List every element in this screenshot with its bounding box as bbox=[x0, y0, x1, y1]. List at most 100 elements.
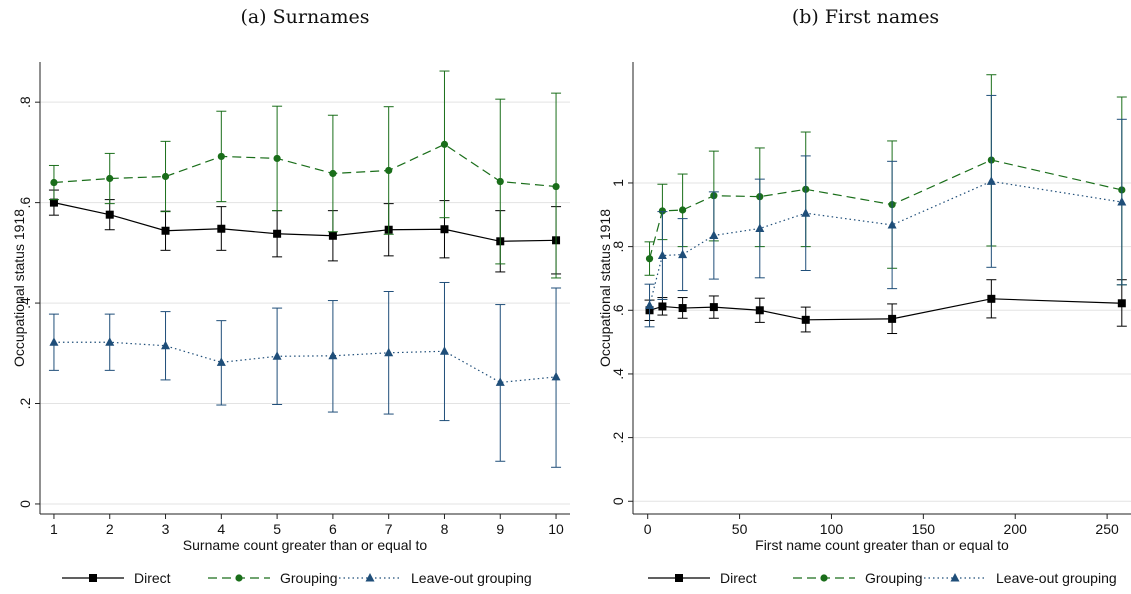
data-point bbox=[440, 140, 449, 148]
series-leave-out-grouping bbox=[48, 281, 562, 468]
series-leave-out-grouping bbox=[644, 94, 1127, 328]
legend-label: Direct bbox=[134, 570, 171, 586]
legend-marker bbox=[89, 574, 97, 582]
panel-b-chart: 0 50 100 150 200 250 0 .2 .4 .6 .8 1 First name coun… bbox=[597, 62, 1131, 586]
x-tick-label: 8 bbox=[441, 521, 449, 537]
data-point bbox=[440, 225, 449, 234]
data-point bbox=[328, 231, 337, 240]
y-axis-title: Occupational status 1918 bbox=[597, 209, 613, 367]
data-point bbox=[161, 340, 171, 350]
data-point bbox=[755, 223, 765, 232]
data-point bbox=[801, 315, 810, 324]
legend-item: Grouping bbox=[208, 570, 338, 586]
legend-item: Leave-out grouping bbox=[924, 570, 1117, 586]
data-point bbox=[217, 152, 225, 161]
panel-a-chart: 1 2 3 4 5 6 7 8 9 10 0 .2 .4 .6 .8 Surname count greate… bbox=[11, 62, 570, 586]
data-point bbox=[105, 337, 115, 346]
data-point bbox=[678, 249, 688, 259]
data-point bbox=[888, 314, 897, 323]
x-tick-label: 3 bbox=[162, 521, 170, 537]
y-tick-label: .2 bbox=[610, 432, 626, 444]
legend-label: Grouping bbox=[865, 570, 923, 586]
y-tick-label: 0 bbox=[17, 500, 33, 508]
y-tick-label: .8 bbox=[610, 241, 626, 253]
legend-marker bbox=[950, 573, 960, 582]
legend-item: Leave-out grouping bbox=[339, 570, 532, 586]
data-point bbox=[385, 166, 393, 175]
x-tick-label: 150 bbox=[912, 521, 936, 537]
data-point bbox=[273, 154, 281, 163]
data-point bbox=[439, 346, 449, 355]
data-point bbox=[496, 177, 504, 186]
data-point bbox=[50, 178, 58, 187]
y-tick-label: .6 bbox=[610, 304, 626, 316]
legend-marker bbox=[820, 574, 828, 582]
x-tick-label: 7 bbox=[385, 521, 393, 537]
x-tick-label: 0 bbox=[644, 521, 652, 537]
data-point bbox=[678, 304, 687, 313]
data-point bbox=[645, 255, 654, 263]
legend-item: Grouping bbox=[793, 570, 923, 586]
data-point bbox=[552, 182, 560, 191]
data-point bbox=[329, 169, 337, 178]
y-tick-label: .2 bbox=[17, 397, 33, 409]
data-point bbox=[551, 371, 561, 381]
series-direct bbox=[644, 279, 1127, 335]
x-tick-label: 9 bbox=[496, 521, 504, 537]
series-line bbox=[648, 159, 1122, 259]
data-point bbox=[658, 302, 667, 311]
legend-label: Leave-out grouping bbox=[411, 570, 532, 586]
data-point bbox=[161, 226, 170, 235]
legend-item: Direct bbox=[62, 570, 171, 586]
y-tick-label: 0 bbox=[610, 497, 626, 505]
data-point bbox=[887, 219, 897, 229]
panel-a-title: (a) Surnames bbox=[240, 6, 370, 28]
data-point bbox=[658, 207, 667, 215]
data-point bbox=[105, 210, 114, 219]
data-point bbox=[987, 294, 996, 303]
data-point bbox=[679, 206, 687, 214]
legend-label: Direct bbox=[720, 570, 757, 586]
y-axis-title: Occupational status 1918 bbox=[11, 209, 27, 367]
data-point bbox=[161, 172, 170, 181]
y-tick-label: .4 bbox=[17, 297, 33, 309]
legend-marker bbox=[675, 574, 683, 582]
data-point bbox=[645, 300, 655, 310]
legend-item: Direct bbox=[648, 570, 757, 586]
data-point bbox=[49, 198, 58, 207]
y-tick-label: .6 bbox=[17, 197, 33, 209]
data-point bbox=[217, 224, 226, 233]
data-point bbox=[495, 377, 505, 386]
data-point bbox=[328, 350, 338, 360]
legend-label: Grouping bbox=[280, 570, 338, 586]
series-line bbox=[53, 202, 557, 242]
x-tick-label: 6 bbox=[329, 521, 337, 537]
series-line bbox=[648, 180, 1122, 306]
data-point bbox=[1117, 299, 1126, 308]
x-tick-label: 50 bbox=[732, 521, 748, 537]
series-grouping bbox=[644, 74, 1127, 286]
x-tick-label: 200 bbox=[1004, 521, 1028, 537]
legend-marker bbox=[365, 573, 375, 582]
x-axis-title: Surname count greater than or equal to bbox=[183, 537, 428, 553]
x-tick-label: 100 bbox=[820, 521, 844, 537]
data-point bbox=[709, 230, 719, 239]
data-point bbox=[709, 303, 718, 312]
data-point bbox=[106, 174, 114, 183]
series-line bbox=[53, 143, 557, 188]
data-point bbox=[273, 229, 282, 238]
data-point bbox=[384, 347, 394, 357]
x-tick-label: 1 bbox=[50, 521, 58, 537]
legend-label: Leave-out grouping bbox=[996, 570, 1117, 586]
legend-marker bbox=[235, 574, 243, 582]
x-tick-label: 250 bbox=[1095, 521, 1119, 537]
series-grouping bbox=[48, 70, 562, 279]
x-tick-label: 10 bbox=[548, 521, 564, 537]
data-point bbox=[986, 176, 996, 185]
x-tick-label: 4 bbox=[217, 521, 225, 537]
y-tick-label: .8 bbox=[17, 96, 33, 108]
panel-b-title: (b) First names bbox=[791, 6, 940, 28]
data-point bbox=[657, 250, 667, 260]
y-tick-label: .4 bbox=[610, 368, 626, 380]
x-tick-label: 5 bbox=[273, 521, 281, 537]
